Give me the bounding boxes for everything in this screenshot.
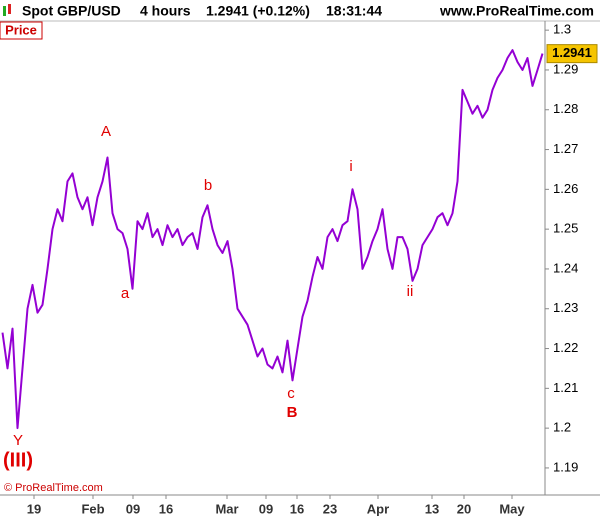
wave-label: B xyxy=(287,404,298,421)
y-tick-label: 1.22 xyxy=(553,340,578,355)
icon-down xyxy=(8,4,11,14)
wave-label: i xyxy=(349,158,352,175)
y-tick-label: 1.23 xyxy=(553,300,578,315)
x-tick-label: May xyxy=(499,501,525,516)
timeframe: 4 hours xyxy=(140,3,191,19)
panel-label-box xyxy=(0,21,43,40)
y-tick-label: 1.24 xyxy=(553,260,578,275)
y-tick-label: 1.21 xyxy=(553,380,578,395)
x-tick-label: Feb xyxy=(81,501,104,516)
wave-label: b xyxy=(204,177,212,194)
last-price-label: 1.2941 xyxy=(552,45,592,60)
symbol: Spot GBP/USD xyxy=(22,3,121,19)
x-tick-label: Apr xyxy=(367,501,389,516)
x-tick-label: 16 xyxy=(290,501,304,516)
panel-label: Price xyxy=(5,22,37,37)
wave-label: (III) xyxy=(3,449,33,471)
wave-label: A xyxy=(101,123,111,140)
time: 18:31:44 xyxy=(326,3,382,19)
x-tick-label: 16 xyxy=(159,501,173,516)
y-tick-label: 1.25 xyxy=(553,221,578,236)
x-tick-label: 20 xyxy=(457,501,471,516)
y-tick-label: 1.26 xyxy=(553,181,578,196)
icon-up xyxy=(3,6,6,16)
quote: 1.2941 (+0.12%) xyxy=(206,3,310,19)
y-tick-label: 1.19 xyxy=(553,459,578,474)
x-tick-label: 19 xyxy=(27,501,41,516)
site: www.ProRealTime.com xyxy=(439,3,594,19)
x-tick-label: 23 xyxy=(323,501,337,516)
wave-label: Y xyxy=(13,432,23,449)
x-tick-label: 13 xyxy=(425,501,439,516)
copyright: © ProRealTime.com xyxy=(4,482,103,494)
x-tick-label: Mar xyxy=(215,501,238,516)
y-tick-label: 1.27 xyxy=(553,141,578,156)
price-line xyxy=(1,49,544,430)
wave-label: c xyxy=(287,385,295,402)
y-tick-label: 1.2 xyxy=(553,420,571,435)
y-tick-label: 1.29 xyxy=(553,61,578,76)
wave-label: a xyxy=(121,285,130,302)
x-tick-label: 09 xyxy=(259,501,273,516)
y-tick-label: 1.3 xyxy=(553,22,571,37)
x-tick-label: 09 xyxy=(126,501,140,516)
last-price-tag xyxy=(546,44,598,64)
y-tick-label: 1.28 xyxy=(553,101,578,116)
wave-label: ii xyxy=(407,283,414,300)
